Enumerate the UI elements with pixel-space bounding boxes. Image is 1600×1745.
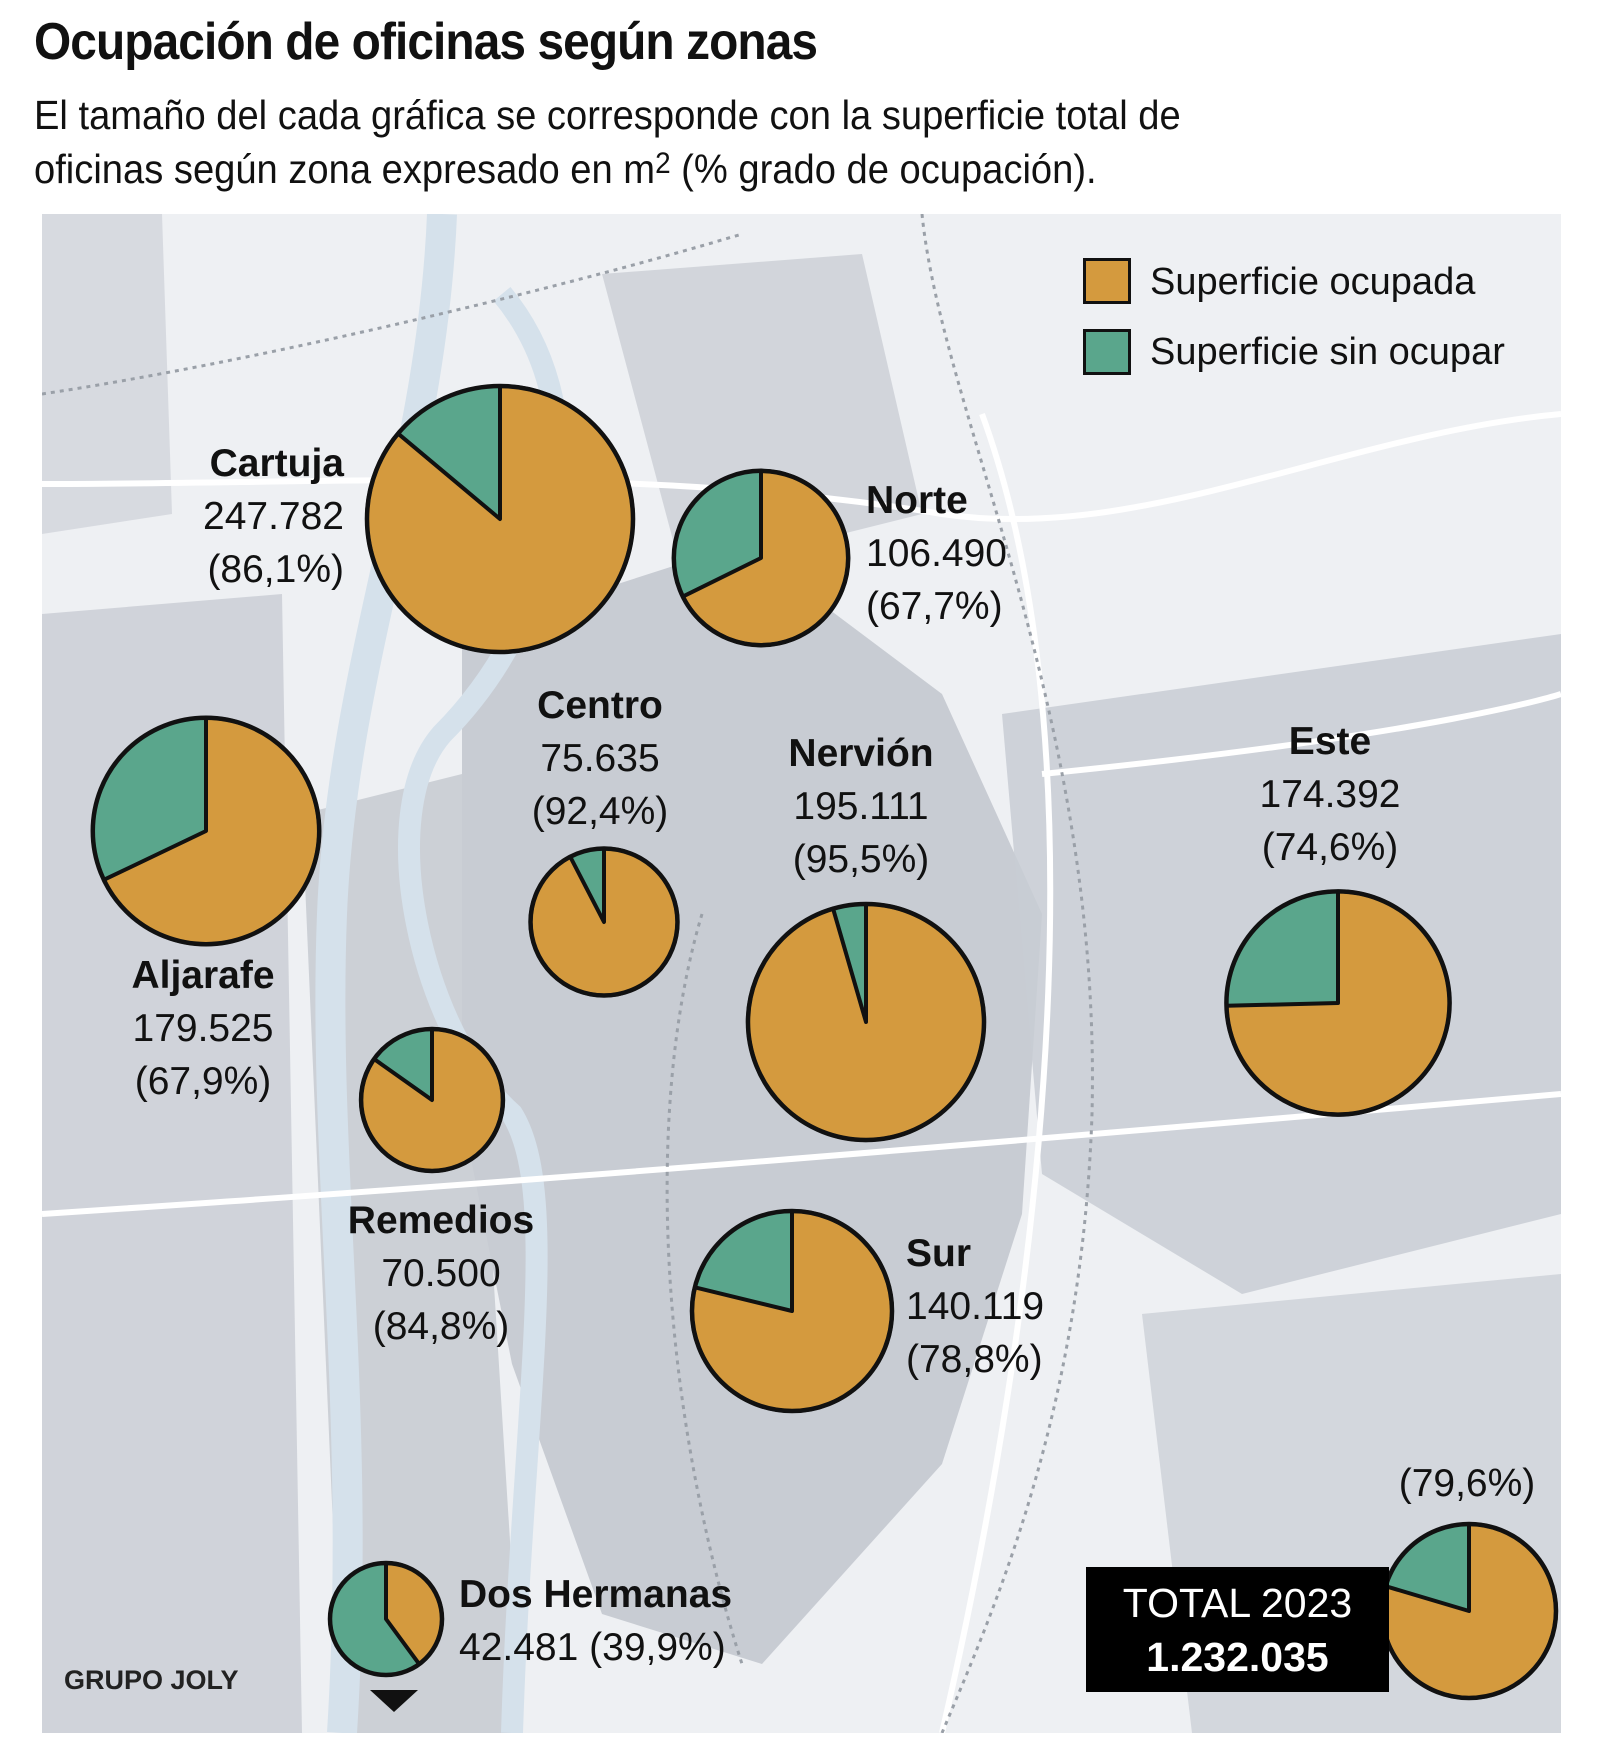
zone-surface: 174.392 — [1259, 773, 1401, 816]
label-sur: Sur 140.119 (78,8%) — [906, 1227, 1044, 1386]
down-triangle-icon — [370, 1690, 418, 1712]
zone-surface: 140.119 — [906, 1285, 1045, 1328]
rail-lines — [42, 214, 1094, 1733]
legend-label-unoccupied: Superficie sin ocupar — [1150, 331, 1505, 373]
chart-subtitle: El tamaño del cada gráfica se correspond… — [34, 88, 1485, 196]
zone-name: Este — [1288, 720, 1372, 763]
zone-name: Norte — [866, 479, 968, 522]
zone-occupancy: (78,8%) — [906, 1338, 1043, 1381]
zone-occupancy: (67,7%) — [866, 585, 1003, 628]
zone-name: Cartuja — [209, 442, 344, 485]
zone-occupancy: (95,5%) — [792, 838, 930, 881]
zone-name: Sur — [906, 1232, 972, 1275]
zone-surface: 42.481 — [459, 1626, 579, 1669]
pie-outline — [364, 383, 636, 655]
pie-remedios — [358, 1026, 506, 1174]
subtitle-line2: oficinas según zona expresado en m — [34, 146, 656, 192]
zone-name: Dos Hermanas — [459, 1573, 733, 1616]
total-occupancy: (79,6%) — [1398, 1462, 1536, 1505]
zone-name: Remedios — [347, 1199, 535, 1242]
zone-surface: 75.635 — [540, 737, 660, 780]
credit-logo: GRUPO JOLY — [64, 1665, 239, 1695]
pie-outline — [528, 846, 680, 998]
label-remedios: Remedios 70.500 (84,8%) — [348, 1194, 534, 1353]
pie-outline — [745, 901, 987, 1143]
zone-surface: 195.111 — [793, 785, 929, 828]
pie-norte — [671, 468, 851, 648]
zone-surface: 179.525 — [132, 1007, 274, 1050]
pie-outline — [327, 1560, 445, 1678]
label-dos-hermanas: Dos Hermanas 42.481 (39,9%) — [459, 1568, 732, 1674]
label-aljarafe: Aljarafe 179.525 (67,9%) — [131, 949, 274, 1108]
zone-surface: 70.500 — [381, 1252, 501, 1295]
pie-total — [1379, 1521, 1559, 1701]
zone-occupancy: (39,9%) — [589, 1626, 726, 1669]
pie-outline — [90, 715, 322, 947]
label-este: Este 174.392 (74,6%) — [1260, 715, 1401, 874]
subtitle-line2-end: (% grado de ocupación). — [670, 146, 1097, 192]
legend-swatch-unoccupied — [1083, 329, 1131, 375]
legend-swatch-occupied — [1083, 258, 1131, 304]
pie-dos-hermanas — [327, 1560, 445, 1678]
label-nervion: Nervión 195.111 (95,5%) — [788, 727, 933, 886]
zone-name: Aljarafe — [131, 954, 275, 997]
chart-title: Ocupación de oficinas según zonas — [34, 13, 818, 71]
zone-occupancy: (86,1%) — [207, 548, 344, 591]
zone-surface: 247.782 — [203, 495, 344, 538]
label-centro: Centro 75.635 (92,4%) — [532, 679, 669, 838]
pie-aljarafe — [90, 715, 322, 947]
zone-occupancy: (67,9%) — [134, 1060, 272, 1103]
zone-surface: 106.490 — [866, 532, 1007, 575]
zone-occupancy: (92,4%) — [531, 790, 669, 833]
total-box: TOTAL 2023 1.232.035 — [1086, 1567, 1389, 1692]
subtitle-superscript: 2 — [655, 147, 671, 180]
pie-sur — [689, 1208, 895, 1414]
pie-nervión — [745, 901, 987, 1143]
zone-name: Centro — [537, 684, 663, 727]
pie-outline — [1224, 889, 1452, 1117]
pie-este — [1224, 889, 1452, 1117]
zone-name: Nervión — [788, 732, 934, 775]
total-label: TOTAL 2023 — [1122, 1580, 1353, 1626]
pie-centro — [528, 846, 680, 998]
pie-cartuja — [364, 383, 636, 655]
pie-outline — [671, 468, 851, 648]
label-norte: Norte 106.490 (67,7%) — [866, 474, 1007, 633]
label-cartuja: Cartuja 247.782 (86,1%) — [203, 437, 344, 596]
zone-occupancy: (84,8%) — [372, 1305, 510, 1348]
zone-occupancy: (74,6%) — [1261, 826, 1399, 869]
subtitle-line1: El tamaño del cada gráfica se correspond… — [34, 92, 1181, 138]
legend-label-occupied: Superficie ocupada — [1150, 261, 1476, 303]
pie-outline — [358, 1026, 506, 1174]
roads — [42, 411, 1561, 1733]
total-surface: 1.232.035 — [1146, 1634, 1329, 1680]
pie-outline — [689, 1208, 895, 1414]
